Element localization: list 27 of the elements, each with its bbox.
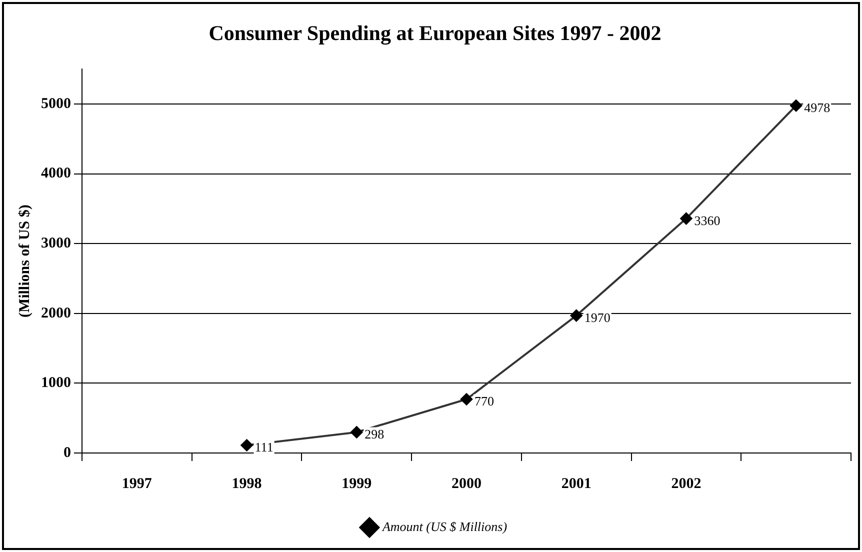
y-axis-title: (Millions of US $) [16,204,33,318]
y-tick-label: 4000 [41,166,71,182]
data-label: 298 [364,426,384,442]
y-tick-label: 3000 [41,236,71,252]
point [240,439,253,452]
chart-title: Consumer Spending at European Sites 1997 - 2002 [208,21,662,46]
y-tick-label: 5000 [41,96,71,112]
data-label: 4978 [804,100,830,116]
point [460,393,472,406]
point [350,426,363,438]
y-tick-label: 2000 [41,305,71,322]
legend-label: Amount (US $ Millions) [381,518,508,534]
point [680,212,692,225]
data-label: 3360 [694,212,720,228]
x-tick-label: 1999 [342,476,372,492]
y-tick-label: 1000 [41,375,71,392]
x-tick-label: 2002 [671,476,702,492]
point [570,310,582,322]
x-tick-label: 1998 [232,476,262,492]
x-tick-label: 1997 [122,476,152,492]
data-label: 111 [254,440,274,455]
x-tick-label: 2001 [561,476,592,492]
y-tick-label: 0 [64,444,71,461]
data-label: 1970 [584,310,610,325]
x-tick-label: 2000 [452,476,482,492]
point [790,100,802,112]
data-label: 770 [474,394,494,409]
